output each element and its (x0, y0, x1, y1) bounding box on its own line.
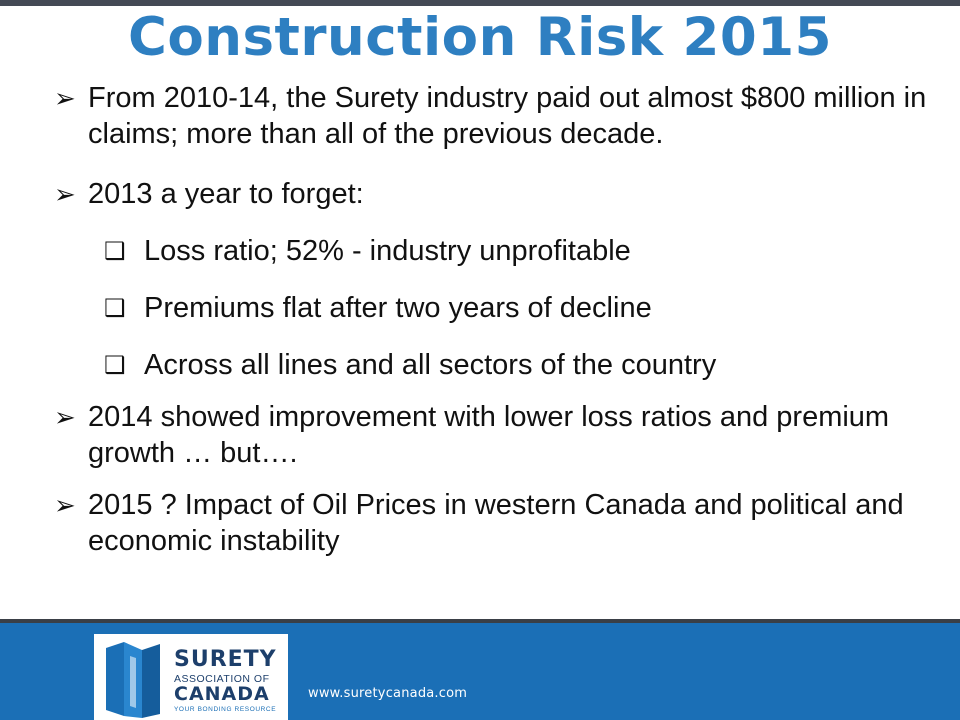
footer-rule (0, 619, 960, 623)
bullet-item: ➢ From 2010-14, the Surety industry paid… (52, 80, 932, 152)
arrow-bullet-icon: ➢ (54, 83, 76, 113)
arrow-bullet-icon: ➢ (54, 179, 76, 209)
logo-wordmark-association: ASSOCIATION OF (174, 673, 270, 685)
checkbox-bullet-icon: ❑ (104, 237, 126, 265)
building-logo-icon (106, 642, 160, 718)
slide-title: Construction Risk 2015 (127, 7, 833, 68)
logo-wordmark-surety: SURETY (174, 647, 277, 672)
bullet-text: From 2010-14, the Surety industry paid o… (88, 82, 927, 150)
sub-bullet-item: ❑ Across all lines and all sectors of th… (52, 347, 932, 383)
bullet-text: 2014 showed improvement with lower loss … (88, 401, 890, 469)
checkbox-bullet-icon: ❑ (104, 351, 126, 379)
logo-wordmark-canada: CANADA (174, 683, 270, 705)
arrow-bullet-icon: ➢ (54, 490, 76, 520)
footer-url: www.suretycanada.com (308, 686, 468, 701)
top-rule (0, 0, 960, 6)
bullet-list: ➢ From 2010-14, the Surety industry paid… (52, 80, 932, 559)
bullet-item: ➢ 2013 a year to forget: (52, 176, 932, 212)
logo-panel (94, 634, 288, 720)
arrow-bullet-icon: ➢ (54, 402, 76, 432)
logo-tagline: YOUR BONDING RESOURCE (174, 706, 277, 713)
bullet-item: ➢ 2014 showed improvement with lower los… (52, 399, 932, 471)
bullet-item: ➢ 2015 ? Impact of Oil Prices in western… (52, 487, 932, 559)
sub-bullet-text: Loss ratio; 52% - industry unprofitable (144, 235, 631, 267)
sub-bullet-item: ❑ Loss ratio; 52% - industry unprofitabl… (52, 233, 932, 269)
sub-bullet-text: Premiums flat after two years of decline (144, 292, 652, 324)
bullet-text: 2015 ? Impact of Oil Prices in western C… (88, 489, 904, 557)
bullet-text: 2013 a year to forget: (88, 178, 364, 210)
sub-bullet-text: Across all lines and all sectors of the … (144, 349, 717, 381)
sub-bullet-item: ❑ Premiums flat after two years of decli… (52, 290, 932, 326)
checkbox-bullet-icon: ❑ (104, 294, 126, 322)
